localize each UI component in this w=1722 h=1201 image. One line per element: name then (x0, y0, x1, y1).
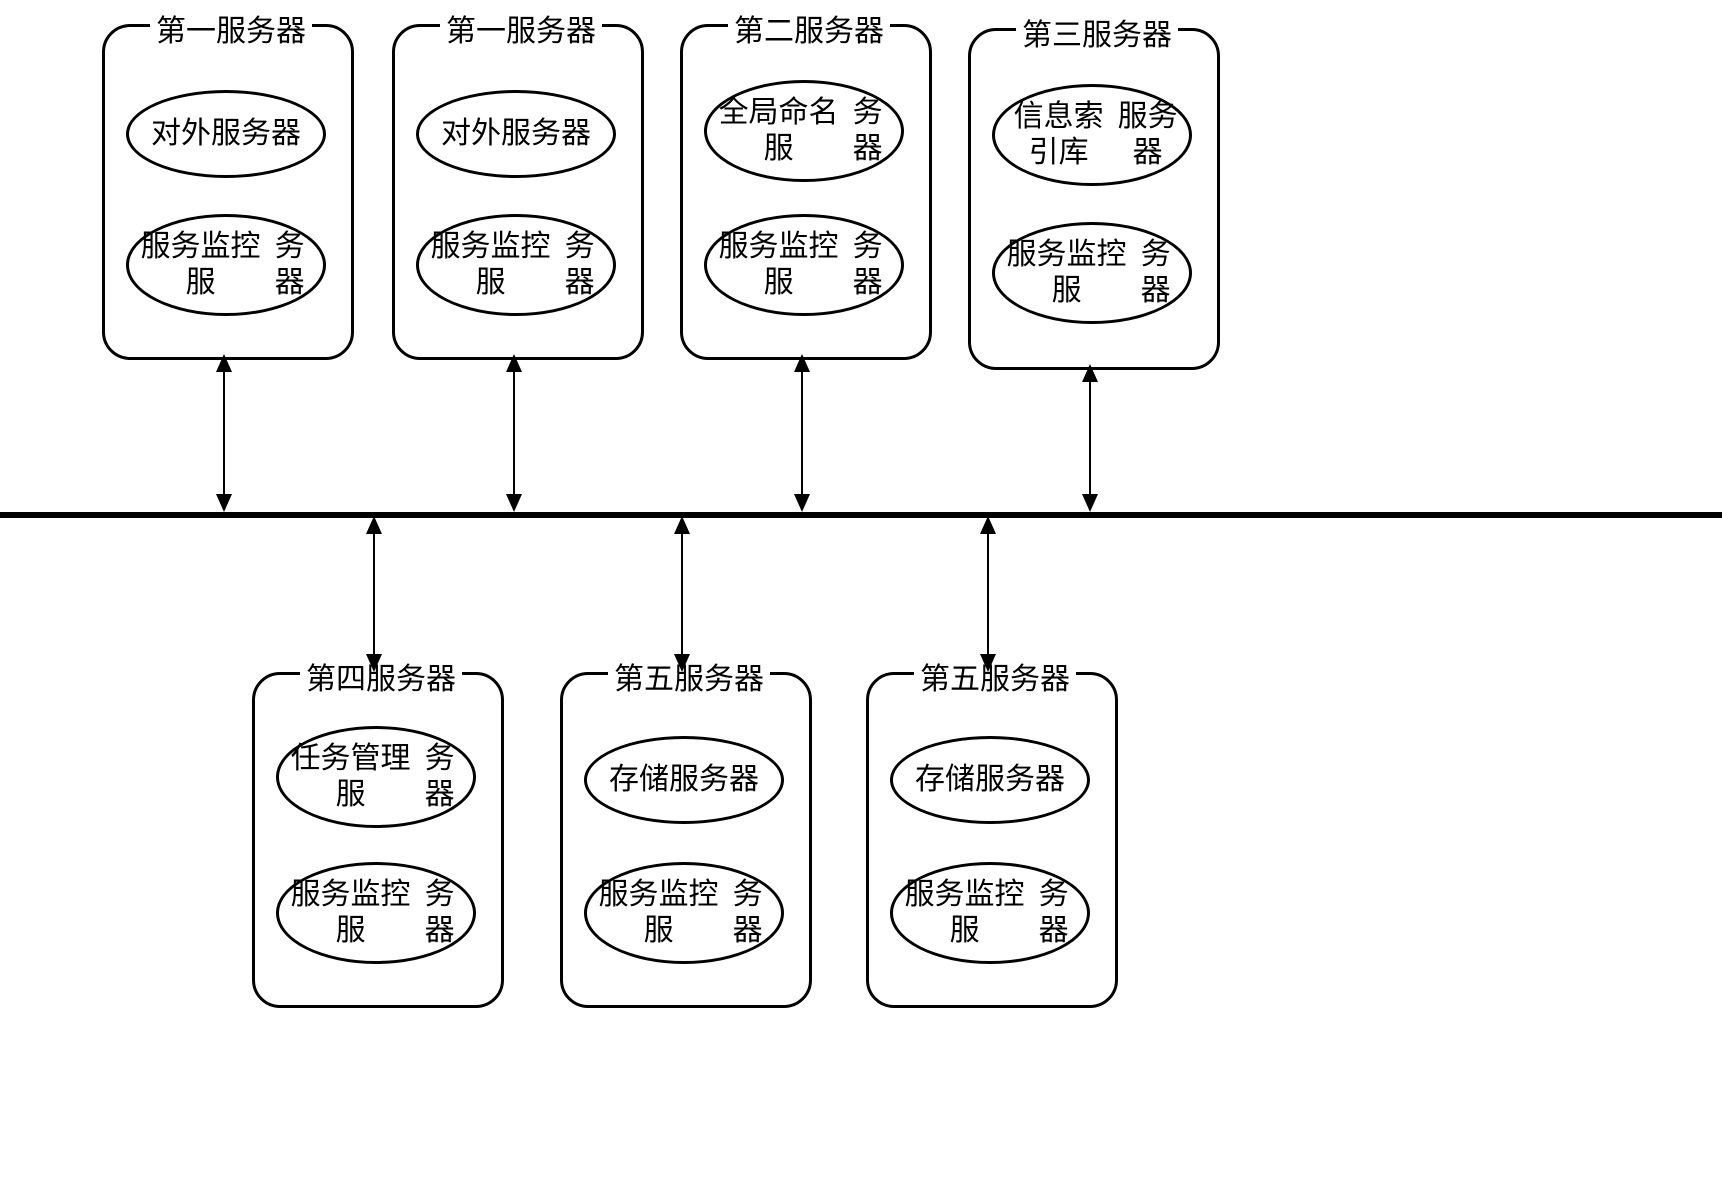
arrow-down-srv1b (506, 494, 522, 512)
arrow-down-srv1a (216, 494, 232, 512)
arrow-up-srv5b (980, 516, 996, 534)
component-s5a-c2: 服务监控服务器 (584, 862, 784, 964)
server-title-srv3: 第三服务器 (1016, 10, 1178, 54)
component-s5b-c1: 存储服务器 (890, 736, 1090, 824)
diagram-canvas: 第一服务器对外服务器服务监控服务器第一服务器对外服务器服务监控服务器第二服务器全… (0, 0, 1722, 1201)
server-title-srv1b: 第一服务器 (440, 6, 602, 50)
component-s2-c1: 全局命名服务器 (704, 80, 904, 182)
arrow-up-srv1a (216, 354, 232, 372)
arrow-up-srv1b (506, 354, 522, 372)
arrow-up-srv2 (794, 354, 810, 372)
arrow-up-srv5a (674, 516, 690, 534)
arrow-down-srv3 (1082, 494, 1098, 512)
component-s5a-c1: 存储服务器 (584, 736, 784, 824)
component-s1b-c2: 服务监控服务器 (416, 214, 616, 316)
connector-line-srv2 (801, 370, 803, 496)
arrow-up-srv4 (366, 516, 382, 534)
component-s3-c1: 信息索引库服务器 (992, 84, 1192, 186)
connector-line-srv5b (987, 532, 989, 656)
component-s1b-c1: 对外服务器 (416, 90, 616, 178)
component-s4-c2: 服务监控服务器 (276, 862, 476, 964)
arrow-up-srv3 (1082, 364, 1098, 382)
arrow-down-srv5b (980, 654, 996, 672)
arrow-down-srv4 (366, 654, 382, 672)
bus-line (0, 512, 1722, 518)
component-s5b-c2: 服务监控服务器 (890, 862, 1090, 964)
connector-line-srv5a (681, 532, 683, 656)
connector-line-srv3 (1089, 380, 1091, 496)
connector-line-srv1a (223, 370, 225, 496)
arrow-down-srv5a (674, 654, 690, 672)
component-s4-c1: 任务管理服务器 (276, 726, 476, 828)
connector-line-srv1b (513, 370, 515, 496)
server-title-srv2: 第二服务器 (728, 6, 890, 50)
server-title-srv1a: 第一服务器 (150, 6, 312, 50)
connector-line-srv4 (373, 532, 375, 656)
component-s1a-c2: 服务监控服务器 (126, 214, 326, 316)
component-s1a-c1: 对外服务器 (126, 90, 326, 178)
component-s2-c2: 服务监控服务器 (704, 214, 904, 316)
arrow-down-srv2 (794, 494, 810, 512)
component-s3-c2: 服务监控服务器 (992, 222, 1192, 324)
